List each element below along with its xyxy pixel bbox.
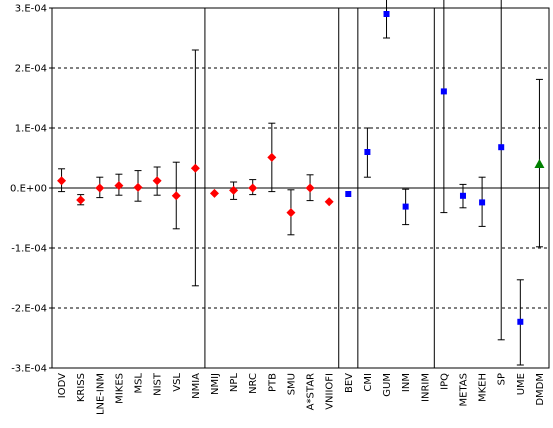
y-tick-label: 1.E-04 [15,124,47,135]
separator-lines [204,8,435,368]
data-point [402,203,409,210]
data-point [190,163,200,173]
data-point [171,191,181,201]
x-tick-label: CMI [363,373,374,392]
data-point [209,188,219,198]
data-point [76,195,86,205]
x-tick-label: NMIA [191,373,202,399]
data-point [345,191,352,197]
data-point [229,185,239,195]
x-tick-label: GUM [382,373,393,397]
y-tick-label: -1.E-04 [11,244,47,255]
x-tick-label: METAS [458,373,469,406]
data-point [57,176,67,186]
data-point [152,176,162,186]
x-tick-label: NRC [248,373,259,394]
x-tick-label: A*STAR [306,373,317,410]
x-tick-label: LNE-INM [95,373,106,415]
y-axis-ticks: -3.E-04 -2.E-04 -1.E-04 0.E+00 1.E-04 2.E-04 3… [10,4,52,375]
x-tick-label: NPL [229,373,240,393]
data-point [114,181,124,191]
x-tick-label: UME [516,373,527,395]
x-tick-label: BEV [344,373,355,393]
data-point [324,197,334,207]
x-tick-label: MIKES [114,373,125,404]
data-point [133,182,143,192]
data-point [440,88,447,95]
x-tick-label: IODV [57,373,68,398]
x-tick-label: VSL [172,373,183,392]
x-tick-label: INRIM [420,373,431,402]
data-point [534,159,545,168]
y-tick-label: 3.E-04 [15,4,47,15]
x-tick-label: KRISS [76,373,87,402]
y-tick-label: -2.E-04 [11,304,47,315]
x-tick-label: SP [497,373,508,385]
data-point [305,183,315,193]
grid-lines [52,67,549,309]
x-tick-label: DMDM [535,373,546,406]
x-tick-label: SMU [286,373,297,395]
data-point [517,318,524,325]
x-tick-label: NMIJ [210,373,221,395]
data-point [383,11,390,17]
x-axis-ticks: IODV KRISS LNE-INM MIKES MSL NIST VSL NMIA NMIJ N… [57,372,546,415]
data-marks [57,0,545,366]
x-tick-label: PTB [267,373,278,392]
data-point [459,192,466,199]
x-tick-label: NIST [153,372,164,396]
y-tick-label: 0.E+00 [10,184,47,195]
data-point [364,149,371,155]
data-point [479,199,486,206]
x-tick-label: INM [401,373,412,392]
x-tick-label: IPQ [439,373,450,390]
data-point [267,152,277,162]
y-tick-label: 2.E-04 [15,64,47,75]
y-tick-label: -3.E-04 [11,364,47,375]
data-point [248,183,258,193]
data-point [95,183,105,193]
data-point [498,144,505,151]
x-tick-label: MKEH [478,373,489,402]
data-point [286,208,296,218]
x-tick-label: MSL [134,373,145,394]
x-tick-label: VNIIOFI [325,373,336,410]
